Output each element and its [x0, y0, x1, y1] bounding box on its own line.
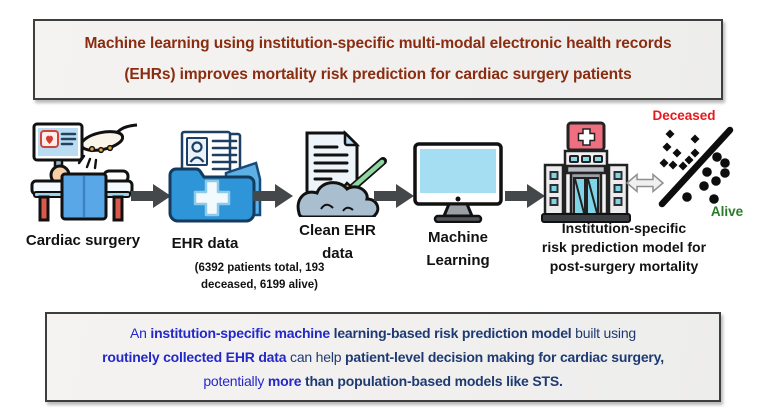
- arrow-right-icon: [253, 184, 293, 208]
- double-arrow-icon: [626, 172, 664, 194]
- classification-scatter-icon: [658, 126, 734, 208]
- alive-label: Alive: [710, 204, 744, 219]
- title-line-2: (EHRs) improves mortality risk predictio…: [124, 66, 632, 84]
- hospital-icon: [541, 121, 631, 223]
- arrow-right-icon: [131, 184, 171, 208]
- cardiac-surgery-icon: [30, 122, 138, 222]
- title-line-1: Machine learning using institution-speci…: [84, 34, 672, 52]
- cohort-caption: (6392 patients total, 193 deceased, 6199…: [194, 262, 325, 291]
- step-label-cardiac-surgery: Cardiac surgery: [25, 232, 141, 249]
- arrow-right-icon: [374, 184, 414, 208]
- clean-ehr-broom-icon: [296, 129, 387, 217]
- step-label-risk-model: Institution-specific risk prediction mod…: [541, 220, 707, 274]
- conclusion-line-1: An institution-specific machine learning…: [129, 325, 637, 341]
- step-label-machine-learning: Machine Learning: [426, 229, 490, 269]
- conclusion-line-2: routinely collected EHR data can help pa…: [102, 349, 664, 365]
- conclusion-line-3: potentially more than population-based m…: [203, 373, 563, 389]
- ehr-folder-icon: [168, 130, 262, 223]
- step-label-clean-ehr-data: Clean EHR data: [299, 222, 376, 262]
- deceased-label: Deceased: [652, 108, 716, 123]
- title-box: Machine learning using institution-speci…: [33, 19, 723, 100]
- arrow-right-icon: [505, 184, 545, 208]
- conclusion-box: An institution-specific machine learning…: [45, 312, 721, 402]
- computer-monitor-icon: [413, 142, 503, 223]
- step-label-ehr-data: EHR data: [171, 235, 239, 252]
